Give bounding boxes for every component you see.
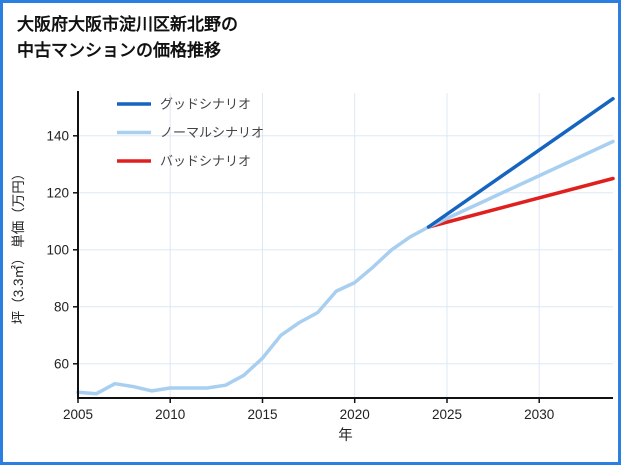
x-tick-label: 2005 bbox=[63, 407, 93, 422]
legend-label-bad-scenario: バッドシナリオ bbox=[160, 154, 251, 169]
y-axis-label: 坪（3.3㎡） 単価（万円） bbox=[11, 167, 26, 325]
legend-item-bad-scenario: バッドシナリオ bbox=[117, 154, 251, 169]
x-tick-label: 2025 bbox=[432, 407, 462, 422]
legend-label-good-scenario: グッドシナリオ bbox=[160, 97, 251, 112]
x-axis-label: 年 bbox=[338, 427, 353, 444]
y-tick-label: 60 bbox=[54, 356, 69, 371]
legend-item-normal-scenario: ノーマルシナリオ bbox=[117, 125, 264, 140]
y-tick-label: 80 bbox=[54, 299, 69, 314]
y-tick-label: 100 bbox=[46, 242, 69, 257]
legend-label-normal-scenario: ノーマルシナリオ bbox=[160, 125, 264, 140]
x-tick-label: 2030 bbox=[524, 407, 554, 422]
x-tick-label: 2010 bbox=[155, 407, 185, 422]
series-good-scenario bbox=[426, 96, 615, 229]
y-tick-label: 120 bbox=[46, 185, 69, 200]
price-trend-chart: 2005 2010 2015 2020 2025 2030 60 80 100 120 140 年 坪（… bbox=[11, 91, 615, 444]
series-normal-scenario bbox=[76, 139, 615, 396]
x-tick-label: 2015 bbox=[247, 407, 277, 422]
series-bad-scenario bbox=[426, 176, 615, 229]
chart-title: 大阪府大阪市淀川区新北野の 中古マンションの価格推移 bbox=[17, 12, 238, 65]
chart-title-line2: 中古マンションの価格推移 bbox=[17, 41, 221, 61]
x-tick-label: 2020 bbox=[340, 407, 370, 422]
chart-title-line1: 大阪府大阪市淀川区新北野の bbox=[17, 15, 238, 34]
legend-item-good-scenario: グッドシナリオ bbox=[117, 97, 251, 112]
y-tick-label: 140 bbox=[46, 128, 69, 143]
